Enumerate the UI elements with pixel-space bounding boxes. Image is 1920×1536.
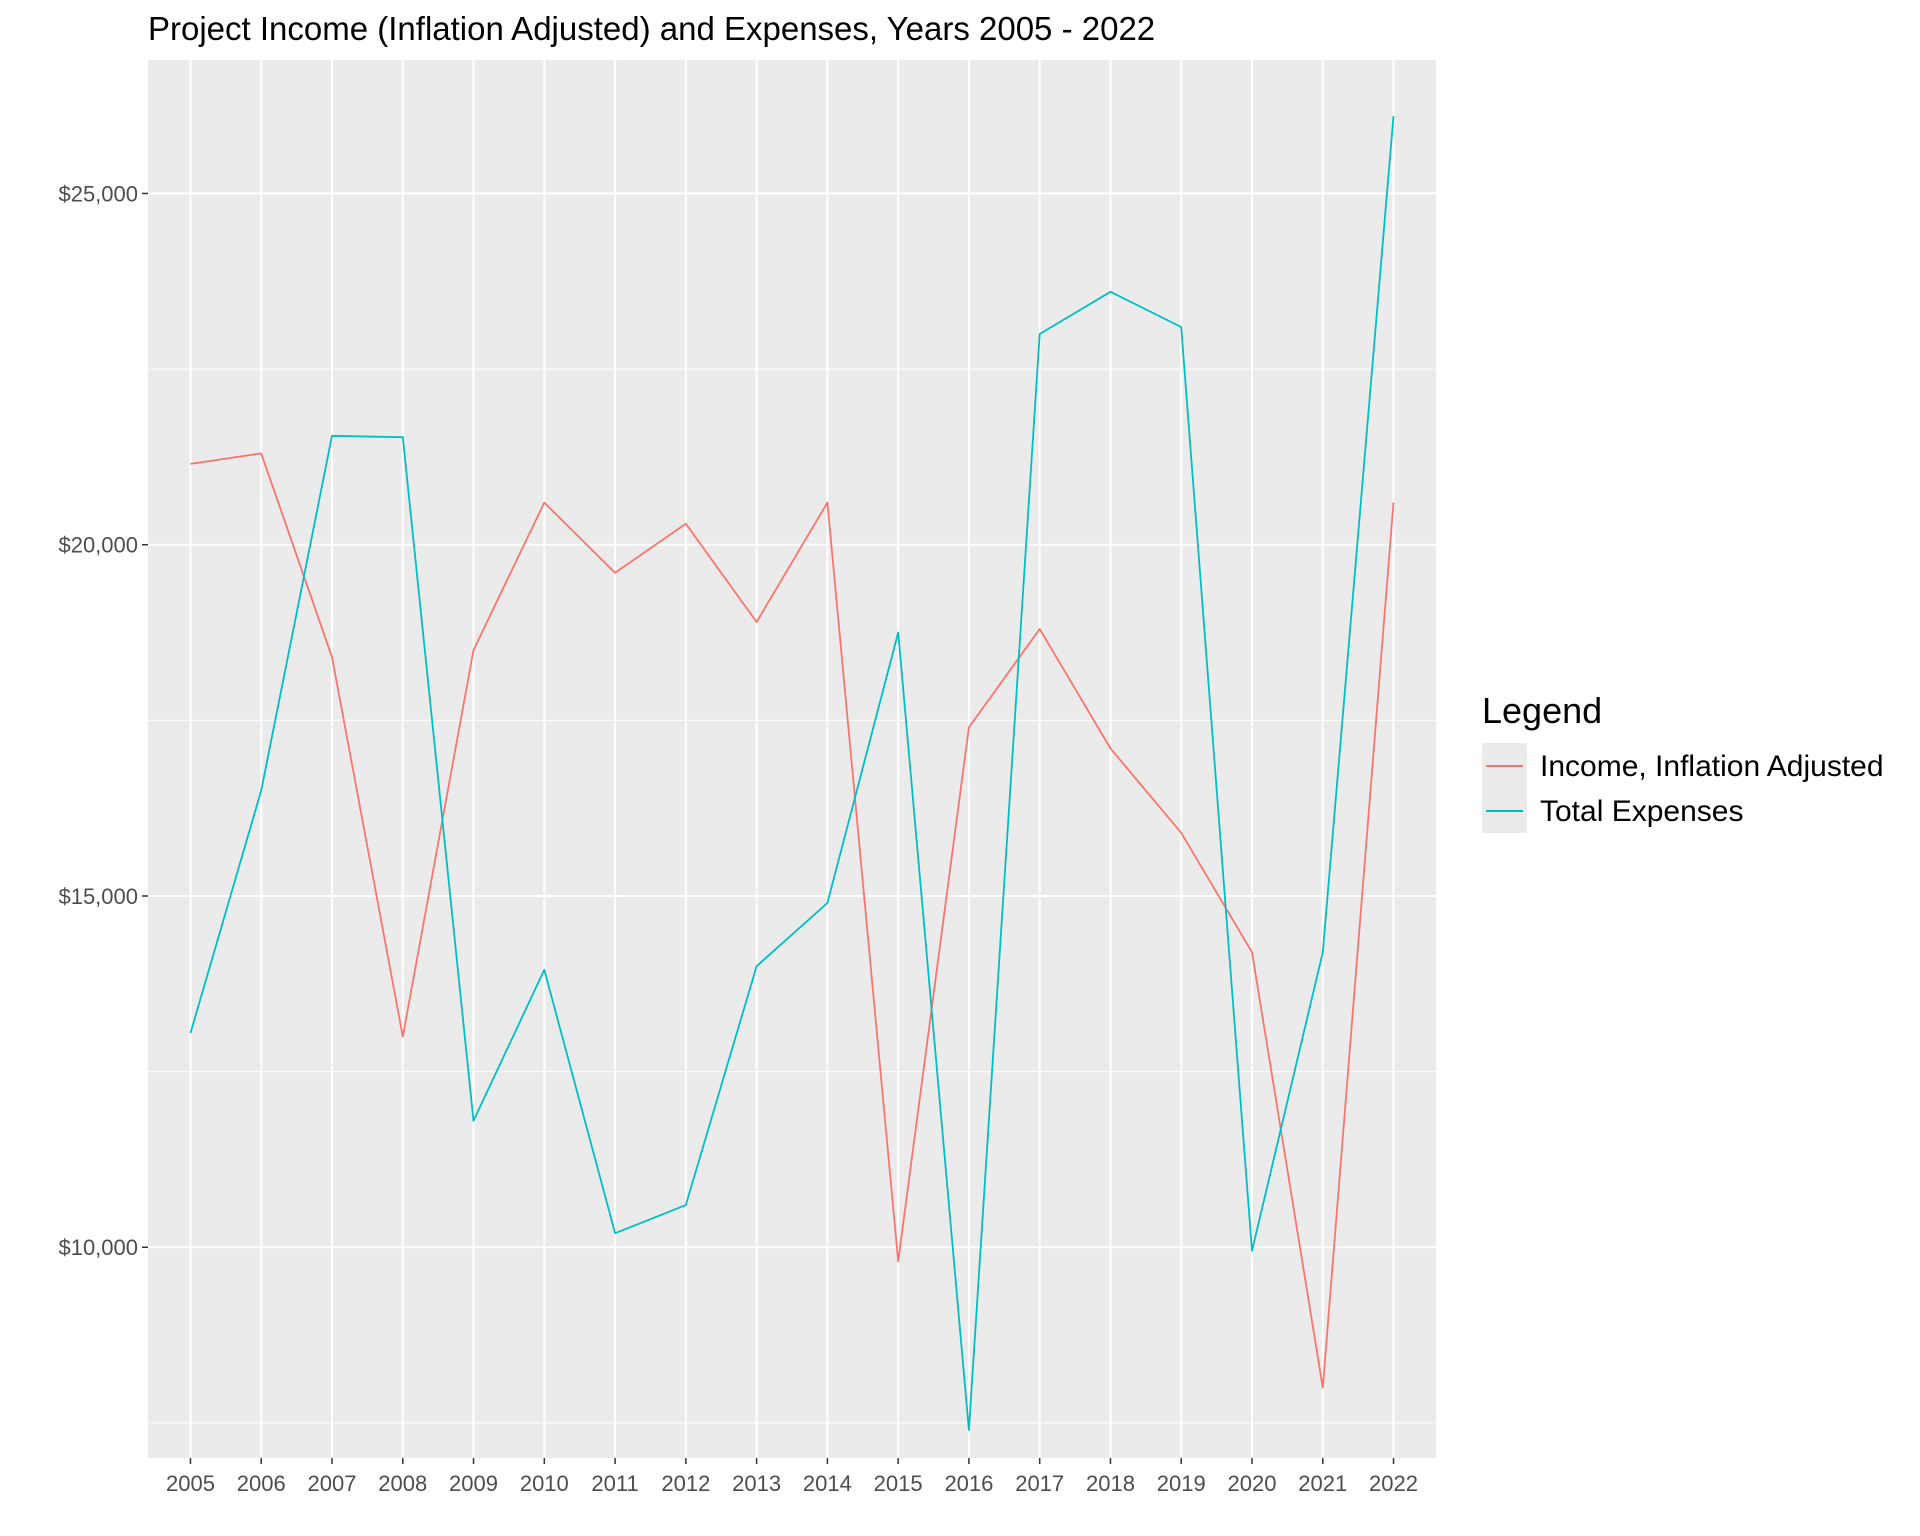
legend-label-expenses: Total Expenses: [1540, 795, 1743, 828]
legend-title: Legend: [1482, 690, 1602, 731]
x-tick-label: 2008: [378, 1471, 427, 1496]
chart-title: Project Income (Inflation Adjusted) and …: [148, 10, 1156, 47]
x-tick-label: 2012: [661, 1471, 710, 1496]
x-tick-label: 2016: [944, 1471, 993, 1496]
y-axis: $10,000 $15,000 $20,000 $25,000: [58, 181, 148, 1260]
series-layer: [189, 116, 1395, 1431]
x-tick-label: 2022: [1369, 1471, 1418, 1496]
x-tick-label: 2005: [166, 1471, 215, 1496]
x-tick-label: 2019: [1157, 1471, 1206, 1496]
x-tick-label: 2021: [1298, 1471, 1347, 1496]
x-tick-label: 2018: [1086, 1471, 1135, 1496]
x-tick-label: 2020: [1228, 1471, 1277, 1496]
minor-gridlines: [148, 368, 1436, 1424]
x-axis: 2005 2006 2007 2008 2009 2010 2011 2012 2013 2014…: [166, 1458, 1418, 1496]
y-tick-label: $10,000: [58, 1235, 138, 1260]
plot-panel: [148, 60, 1436, 1458]
y-tick-label: $25,000: [58, 181, 138, 206]
y-tick-label: $20,000: [58, 533, 138, 558]
series-line-income: [190, 452, 1395, 1389]
series-line-expenses: [189, 116, 1395, 1431]
x-tick-label: 2011: [591, 1471, 638, 1496]
y-tick-label: $15,000: [58, 884, 138, 909]
legend-label-income: Income, Inflation Adjusted: [1540, 750, 1884, 783]
legend: Legend Income, Inflation Adjusted Total …: [1482, 690, 1884, 833]
x-tick-label: 2009: [449, 1471, 498, 1496]
x-tick-label: 2010: [520, 1471, 569, 1496]
x-tick-label: 2017: [1015, 1471, 1064, 1496]
x-tick-label: 2007: [308, 1471, 357, 1496]
major-gridlines: [148, 60, 1436, 1458]
x-tick-label: 2006: [237, 1471, 286, 1496]
x-tick-label: 2014: [803, 1471, 852, 1496]
x-tick-label: 2015: [874, 1471, 923, 1496]
x-tick-label: 2013: [732, 1471, 781, 1496]
